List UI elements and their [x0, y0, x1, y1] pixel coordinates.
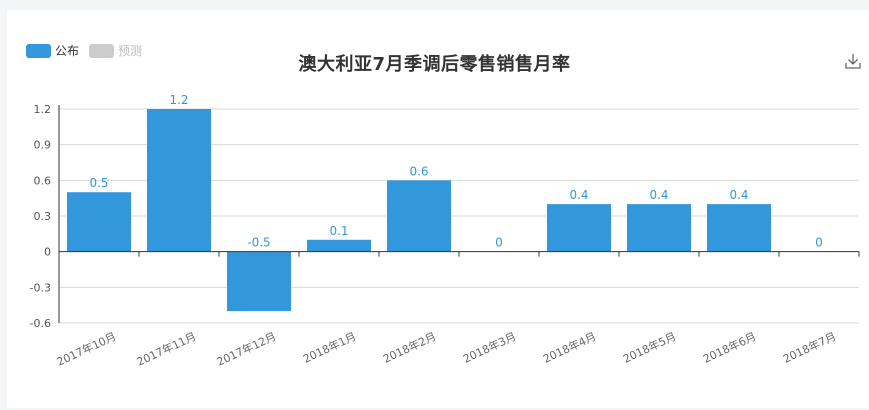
x-tick-label: 2017年12月	[214, 329, 278, 369]
legend-swatch-published	[26, 43, 51, 58]
x-tick-label: 2018年3月	[461, 329, 519, 366]
download-button[interactable]	[844, 52, 862, 70]
bar-value-label: 0	[495, 236, 503, 250]
x-tick-label: 2018年1月	[301, 329, 359, 366]
y-tick-label: 0	[44, 246, 51, 259]
download-icon	[845, 54, 861, 69]
y-tick-label: 1.2	[34, 103, 52, 116]
y-tick-label: -0.6	[30, 317, 51, 330]
bar-value-label: 0.4	[569, 188, 588, 202]
x-tick-label: 2018年6月	[701, 329, 759, 366]
legend-label-published: 公布	[55, 44, 80, 58]
bar-value-label: 0.4	[729, 188, 748, 202]
chart-title: 澳大利亚7月季调后零售销售月率	[298, 54, 571, 75]
bar-value-label: 0.5	[89, 176, 108, 190]
bar	[147, 109, 211, 252]
legend-item-published[interactable]: 公布	[26, 42, 79, 59]
x-tick-label: 2017年11月	[134, 329, 198, 369]
bar-value-label: 0.6	[409, 164, 428, 178]
bar	[307, 239, 371, 252]
legend: 公布 预测	[26, 42, 152, 59]
x-tick-label: 2018年4月	[541, 329, 599, 366]
bar-value-label: 0.1	[329, 224, 348, 238]
legend-label-forecast: 预测	[118, 44, 143, 58]
bar-value-label: -0.5	[247, 236, 270, 250]
bar	[707, 204, 771, 252]
x-tick-label: 2018年5月	[621, 329, 679, 366]
legend-swatch-forecast	[89, 43, 115, 58]
legend-item-forecast[interactable]: 预测	[89, 42, 142, 59]
bar	[67, 192, 131, 252]
bar-value-label: 0	[815, 236, 823, 250]
y-tick-label: 0.9	[34, 139, 52, 152]
bar	[227, 251, 291, 312]
bar	[547, 204, 611, 252]
y-tick-label: 0.3	[34, 210, 52, 223]
bar	[387, 180, 451, 252]
bar-value-label: 1.2	[169, 93, 188, 107]
x-tick-label: 2018年2月	[381, 329, 439, 366]
x-tick-label: 2017年10月	[54, 329, 118, 369]
y-tick-label: -0.3	[30, 281, 51, 294]
bar	[627, 204, 691, 252]
y-tick-label: 0.6	[34, 174, 52, 187]
bar-value-label: 0.4	[649, 188, 668, 202]
x-tick-label: 2018年7月	[781, 329, 839, 366]
